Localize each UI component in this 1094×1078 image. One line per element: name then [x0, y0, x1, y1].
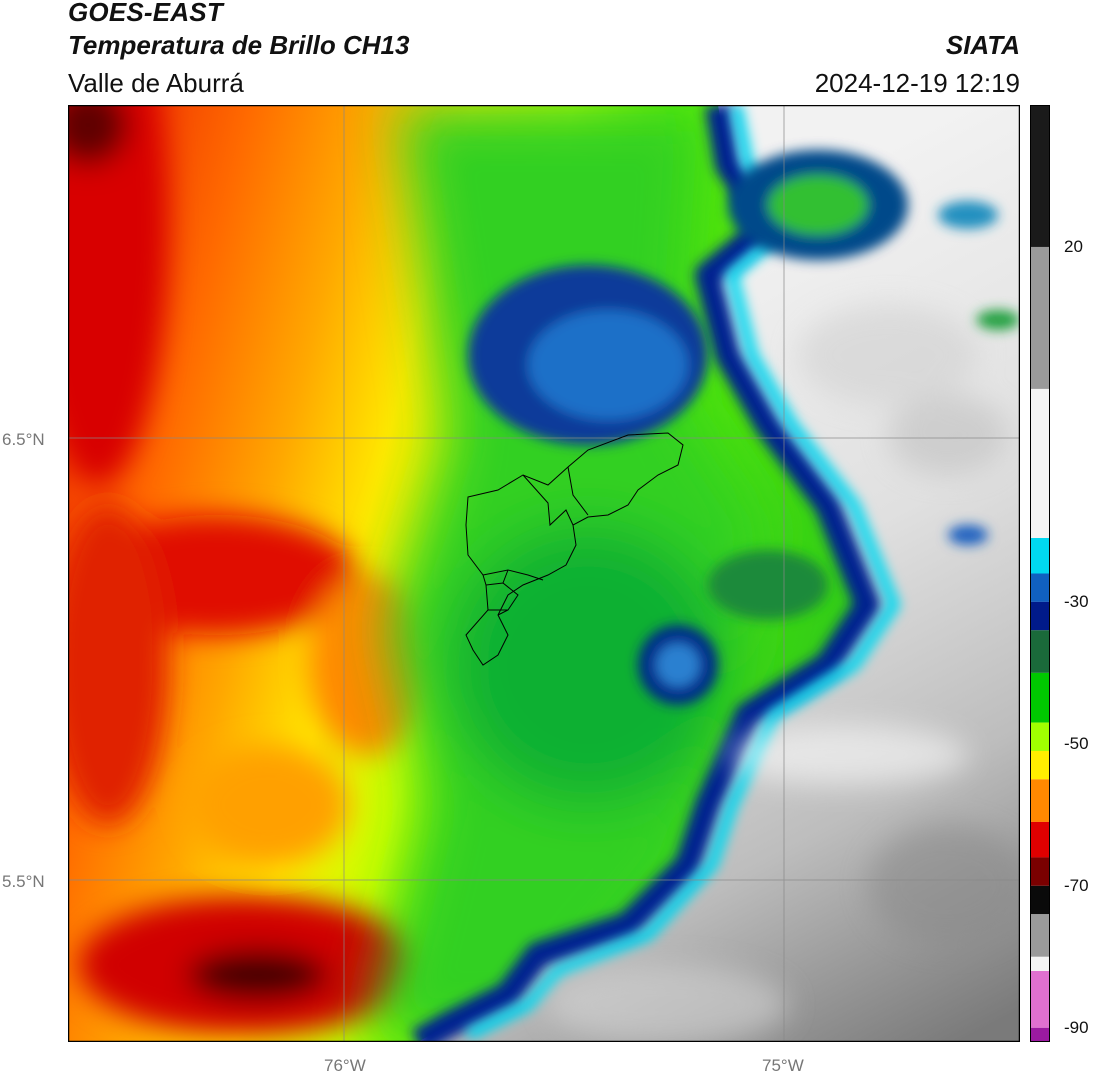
- gridlines: [68, 105, 1020, 1042]
- lat-label-6-5: 6.5°N: [2, 430, 45, 449]
- colorbar-segment: [1030, 914, 1050, 957]
- lon-label-76w: 76°W: [324, 1056, 366, 1075]
- lon-label-75w: 75°W: [762, 1056, 804, 1075]
- colorbar-segment: [1030, 971, 1050, 1028]
- colorbar-segment: [1030, 779, 1050, 822]
- cloud-texture: [548, 305, 1020, 1042]
- colorbar-segment: [1030, 821, 1050, 858]
- brightness-temperature-map: [68, 105, 1020, 1042]
- colorbar-tick-minus50: -50: [1064, 733, 1089, 753]
- colorbar-segment: [1030, 956, 1050, 972]
- map-frame: [68, 105, 1020, 1042]
- agency-label: SIATA: [945, 30, 1020, 60]
- colorbar-tick-minus30: -30: [1064, 591, 1089, 611]
- colorbar-tick-minus90: -90: [1064, 1017, 1089, 1037]
- colorbar-segment: [1030, 672, 1050, 723]
- colorbar-segment: [1030, 573, 1050, 602]
- colorbar-segment: [1030, 630, 1050, 673]
- colorbar-segment: [1030, 1027, 1050, 1042]
- colorbar-tick-minus70: -70: [1064, 875, 1089, 895]
- colorbar-frame: [1030, 105, 1050, 1042]
- colorbar-segment: [1030, 601, 1050, 631]
- colorbar-segment: [1030, 246, 1050, 389]
- channel-title: Temperatura de Brillo CH13: [68, 30, 410, 60]
- colorbar-tick-20: 20: [1064, 236, 1083, 256]
- colorbar-segment: [1030, 750, 1050, 780]
- region-label: Valle de Aburrá: [68, 68, 244, 98]
- colorbar-segment: [1030, 388, 1050, 531]
- colorbar-segment: [1030, 538, 1050, 574]
- colorbar-segment: [1030, 105, 1050, 247]
- colorbar: [1030, 105, 1050, 1042]
- colorbar-segment: [1030, 530, 1050, 539]
- colorbar-segment: [1030, 722, 1050, 751]
- lat-label-5-5: 5.5°N: [2, 872, 45, 891]
- colorbar-segment: [1030, 857, 1050, 886]
- cloud-edge-cyan: [465, 105, 900, 1041]
- product-title: GOES-EAST: [68, 0, 223, 27]
- convective-cells: [468, 150, 1020, 705]
- municipal-boundaries: [465, 432, 684, 666]
- timestamp-label: 2024-12-19 12:19: [814, 68, 1020, 98]
- colorbar-segments: [1030, 105, 1050, 1042]
- colorbar-segment: [1030, 885, 1050, 915]
- cloud-edge-navy: [411, 105, 881, 1042]
